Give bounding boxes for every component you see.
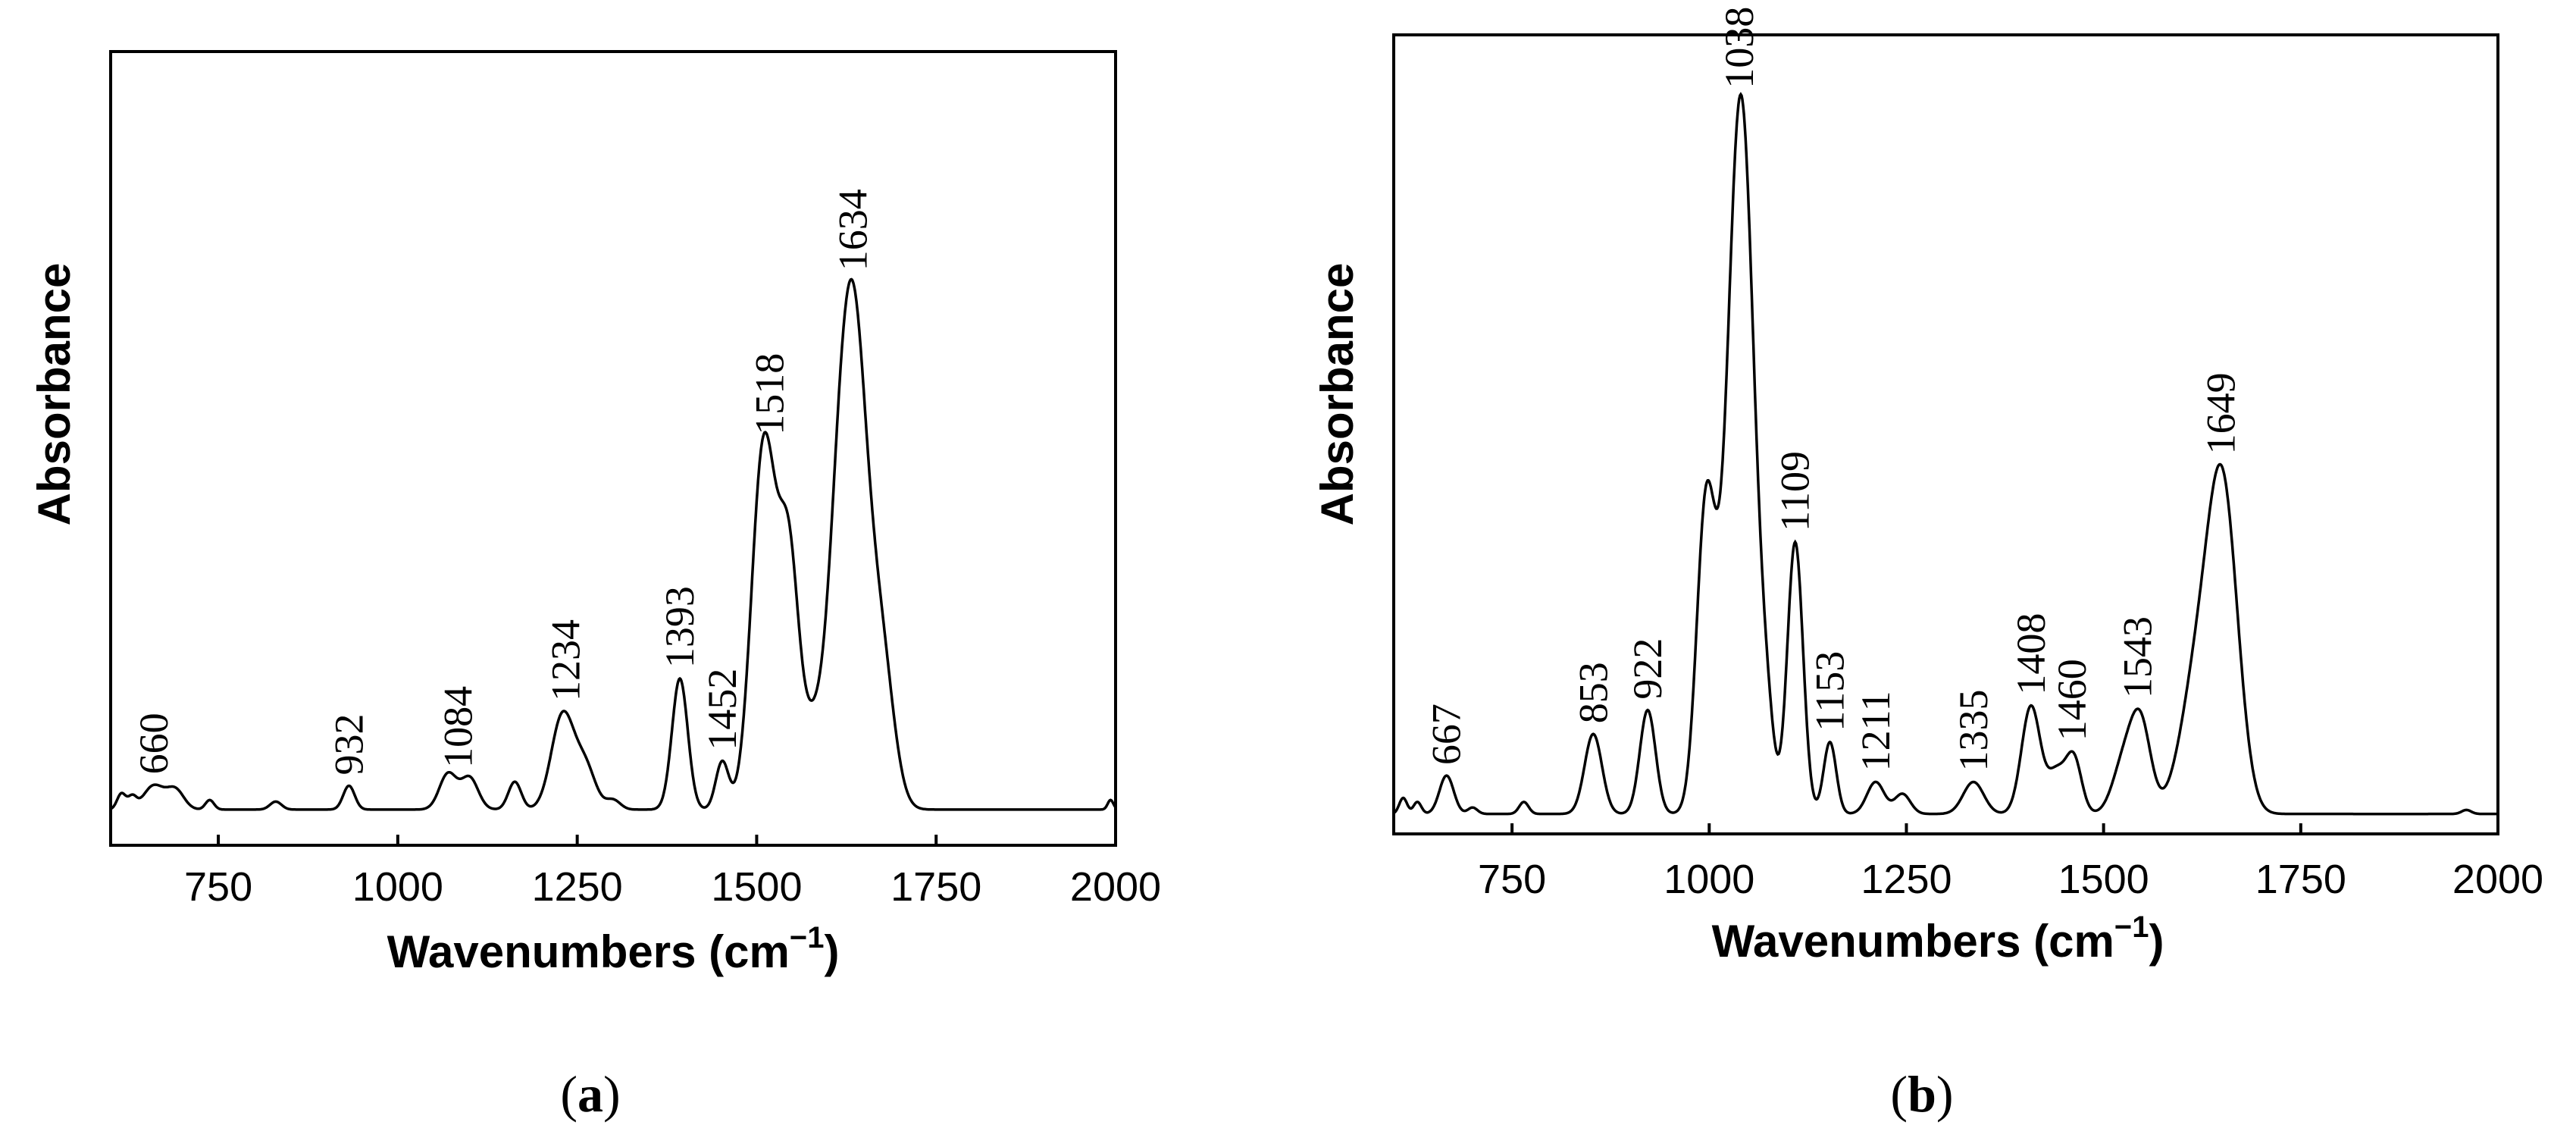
y-axis-label: Absorbance (29, 263, 80, 526)
plot-frame (109, 50, 1117, 847)
absorbance-spectrum-line (110, 277, 1117, 811)
plot-frame (1392, 33, 2499, 835)
x-tick-label-1500: 1500 (2058, 857, 2149, 902)
chart-panel-b: 750 1000 1250 1500 1750 2000 667 853 922 1038 110… (1312, 7, 2543, 1123)
peak-label-853: 853 (1570, 662, 1616, 723)
x-tick-label-1000: 1000 (1664, 857, 1754, 902)
peak-label-1084: 1084 (435, 686, 480, 768)
x-axis-ticks: 750 1000 1250 1500 1750 2000 (184, 835, 1161, 910)
absorbance-spectrum-line (1392, 92, 2498, 816)
x-tick-label-2000: 2000 (1070, 864, 1161, 910)
peak-label-667: 667 (1424, 704, 1470, 765)
peak-label-1518: 1518 (747, 353, 792, 435)
peak-label-1335: 1335 (1951, 689, 1996, 771)
panel-label-a: (a) (560, 1065, 620, 1123)
panel-label-b: (b) (1890, 1065, 1953, 1123)
peak-label-1234: 1234 (543, 619, 588, 701)
peak-label-1153: 1153 (1808, 651, 1853, 732)
peak-label-1452: 1452 (700, 669, 745, 751)
peak-label-1543: 1543 (2114, 616, 2160, 698)
peak-label-1460: 1460 (2049, 659, 2095, 741)
peak-label-932: 932 (326, 713, 371, 775)
x-axis-label: Wavenumbers (cm−1) (387, 921, 840, 977)
peak-label-1393: 1393 (657, 586, 703, 668)
x-tick-label-1750: 1750 (2255, 857, 2346, 902)
peak-label-1109: 1109 (1773, 451, 1818, 531)
y-axis-label: Absorbance (1312, 263, 1363, 526)
chart-panel-a: 750 1000 1250 1500 1750 2000 660 932 1084 1234 13… (29, 50, 1161, 1123)
x-axis-ticks: 750 1000 1250 1500 1750 2000 (1478, 823, 2543, 902)
x-tick-label-1500: 1500 (711, 864, 802, 910)
peak-label-660: 660 (131, 713, 177, 774)
x-axis-label: Wavenumbers (cm−1) (1712, 910, 2164, 967)
x-tick-label-1250: 1250 (532, 864, 623, 910)
x-tick-label-1750: 1750 (890, 864, 981, 910)
peak-label-1634: 1634 (830, 189, 875, 271)
x-tick-label-1000: 1000 (352, 864, 443, 910)
x-tick-label-750: 750 (1478, 857, 1546, 902)
x-tick-label-2000: 2000 (2452, 857, 2543, 902)
x-tick-label-750: 750 (184, 864, 252, 910)
peak-label-1649: 1649 (2199, 372, 2244, 454)
peak-label-1038: 1038 (1717, 7, 1762, 89)
x-tick-label-1250: 1250 (1861, 857, 1952, 902)
peak-label-922: 922 (1625, 638, 1670, 700)
peak-label-1211: 1211 (1853, 691, 1898, 771)
peak-label-1408: 1408 (2008, 613, 2054, 695)
